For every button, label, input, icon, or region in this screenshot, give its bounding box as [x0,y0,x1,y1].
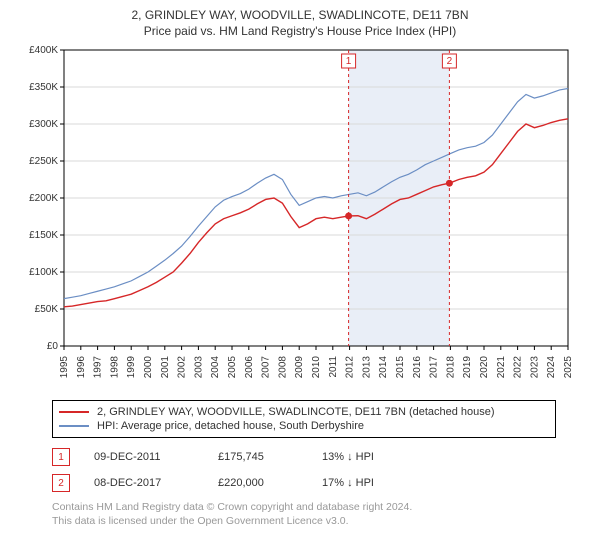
arrow-down-icon: ↓ [347,477,353,489]
sale-events: 1 09-DEC-2011 £175,745 13% ↓ HPI 2 08-DE… [52,448,590,492]
svg-text:2002: 2002 [177,356,188,379]
legend-item: HPI: Average price, detached house, Sout… [59,419,549,433]
svg-text:2011: 2011 [328,356,339,378]
svg-text:£200K: £200K [29,193,58,204]
legend-label: 2, GRINDLEY WAY, WOODVILLE, SWADLINCOTE,… [97,406,495,418]
footnotes: Contains HM Land Registry data © Crown c… [52,500,590,528]
svg-text:2012: 2012 [345,356,356,379]
event-date: 09-DEC-2011 [94,451,194,463]
svg-text:£0: £0 [47,341,59,352]
svg-text:£100K: £100K [29,267,58,278]
chart-titles: 2, GRINDLEY WAY, WOODVILLE, SWADLINCOTE,… [10,8,590,38]
svg-text:2021: 2021 [496,356,507,379]
svg-text:2023: 2023 [529,356,540,379]
svg-text:2010: 2010 [311,356,322,379]
chart-area: £0 £50K £100K £150K £200K £250K £300K £350K £400… [20,44,580,394]
legend: 2, GRINDLEY WAY, WOODVILLE, SWADLINCOTE,… [52,400,556,438]
legend-swatch-icon [59,425,89,427]
svg-text:2020: 2020 [479,356,490,379]
svg-text:1995: 1995 [59,356,70,379]
svg-text:£250K: £250K [29,156,58,167]
svg-text:2016: 2016 [412,356,423,379]
svg-text:2004: 2004 [210,356,221,379]
svg-text:1996: 1996 [76,356,87,379]
event-row: 1 09-DEC-2011 £175,745 13% ↓ HPI [52,448,590,466]
event-diff-pct: 17% [322,477,344,489]
svg-text:2014: 2014 [378,356,389,379]
svg-text:1999: 1999 [126,356,137,379]
svg-text:1: 1 [346,56,352,67]
svg-text:2025: 2025 [563,356,574,379]
arrow-down-icon: ↓ [347,451,353,463]
svg-text:2006: 2006 [244,356,255,379]
svg-text:2: 2 [447,56,453,67]
event-badge-icon: 1 [52,448,70,466]
event-price: £220,000 [218,477,298,489]
svg-text:2017: 2017 [429,356,440,379]
svg-text:£50K: £50K [35,304,59,315]
svg-text:2013: 2013 [361,356,372,379]
title-address: 2, GRINDLEY WAY, WOODVILLE, SWADLINCOTE,… [10,8,590,22]
footnote-line: Contains HM Land Registry data © Crown c… [52,500,590,514]
event-diff-ref: HPI [356,451,374,463]
svg-text:£350K: £350K [29,82,58,93]
title-subtitle: Price paid vs. HM Land Registry's House … [10,24,590,38]
svg-text:£400K: £400K [29,45,58,56]
svg-text:2024: 2024 [546,356,557,379]
svg-text:£300K: £300K [29,119,58,130]
svg-text:2019: 2019 [462,356,473,379]
svg-text:£150K: £150K [29,230,58,241]
svg-text:2018: 2018 [445,356,456,379]
event-row: 2 08-DEC-2017 £220,000 17% ↓ HPI [52,474,590,492]
svg-text:2007: 2007 [261,356,272,379]
event-diff: 17% ↓ HPI [322,477,374,489]
svg-text:2001: 2001 [160,356,171,379]
svg-text:2003: 2003 [193,356,204,379]
footnote-line: This data is licensed under the Open Gov… [52,514,590,528]
event-diff-pct: 13% [322,451,344,463]
legend-swatch-icon [59,411,89,413]
event-diff-ref: HPI [356,477,374,489]
svg-text:1997: 1997 [93,356,104,379]
event-diff: 13% ↓ HPI [322,451,374,463]
event-price: £175,745 [218,451,298,463]
legend-item: 2, GRINDLEY WAY, WOODVILLE, SWADLINCOTE,… [59,405,549,419]
legend-label: HPI: Average price, detached house, Sout… [97,420,364,432]
event-date: 08-DEC-2017 [94,477,194,489]
svg-text:2015: 2015 [395,356,406,379]
svg-text:2009: 2009 [294,356,305,379]
line-chart: £0 £50K £100K £150K £200K £250K £300K £350K £400… [20,44,580,394]
svg-text:2005: 2005 [227,356,238,379]
svg-text:1998: 1998 [109,356,120,379]
svg-text:2022: 2022 [513,356,524,379]
svg-text:2000: 2000 [143,356,154,379]
event-badge-icon: 2 [52,474,70,492]
svg-text:2008: 2008 [277,356,288,379]
